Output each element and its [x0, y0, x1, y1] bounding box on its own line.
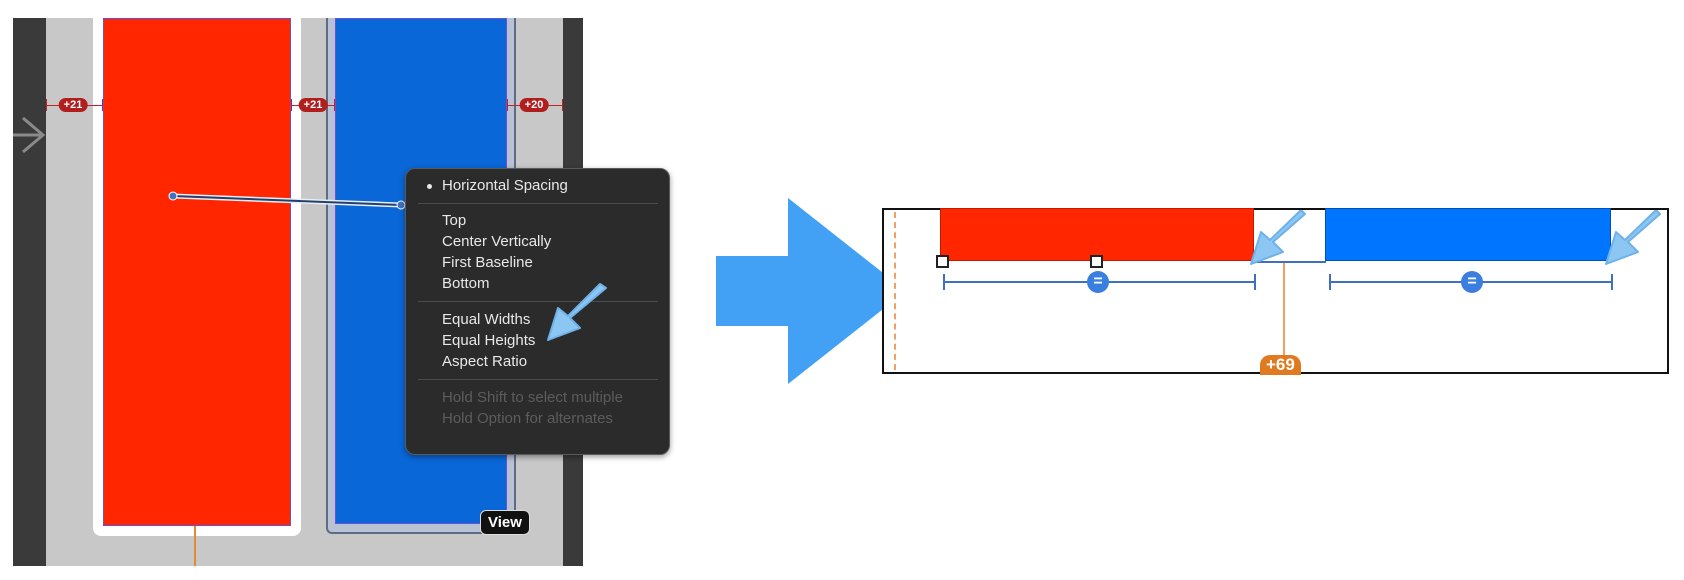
menu-separator	[418, 379, 658, 380]
constraint-tick	[507, 99, 508, 111]
ctrl-drag-connection	[168, 191, 406, 566]
constraint-badge-trailing[interactable]: +20	[519, 98, 549, 112]
dimension-cap	[943, 274, 945, 290]
constraint-tick	[562, 99, 563, 111]
menu-item-aspect-ratio[interactable]: Aspect Ratio	[442, 353, 528, 370]
equal-constraint-icon[interactable]: =	[1087, 271, 1109, 293]
annotation-arrow-icon	[1605, 210, 1661, 265]
dimension-cap	[1611, 274, 1613, 290]
view-label-tooltip: View	[480, 510, 530, 535]
leading-guide	[894, 212, 896, 370]
menu-item-bottom[interactable]: Bottom	[442, 275, 490, 292]
constraint-tick	[291, 99, 292, 111]
menu-item-horizontal-spacing[interactable]: Horizontal Spacing	[442, 177, 568, 194]
menu-item-first-baseline[interactable]: First Baseline	[442, 254, 533, 271]
constraint-tick	[334, 99, 335, 111]
selection-edge	[1254, 261, 1326, 263]
constraint-tick	[46, 99, 47, 111]
annotation-arrow-icon	[1250, 210, 1306, 265]
menu-item-equal-widths[interactable]: Equal Widths	[442, 311, 531, 328]
menu-item-top[interactable]: Top	[442, 212, 467, 229]
menu-hint-option: Hold Option for alternates	[442, 410, 613, 427]
equal-constraint-icon[interactable]: =	[1461, 271, 1483, 293]
menu-item-center-vertically[interactable]: Center Vertically	[442, 233, 552, 250]
preview-blue-view[interactable]	[1325, 208, 1611, 261]
constraint-context-menu: Horizontal Spacing Top Center Vertically…	[405, 168, 670, 455]
preview-red-view[interactable]	[940, 208, 1254, 261]
center-guide	[1283, 262, 1285, 358]
chevron-right-icon	[13, 116, 46, 154]
menu-separator	[418, 301, 658, 302]
left-scene-rail	[13, 18, 46, 566]
constraint-badge-leading[interactable]: +21	[58, 98, 88, 112]
menu-separator	[418, 203, 658, 204]
offset-badge: +69	[1260, 355, 1301, 375]
menu-hint-shift: Hold Shift to select multiple	[442, 389, 623, 406]
menu-item-equal-heights[interactable]: Equal Heights	[442, 332, 536, 349]
dimension-cap	[1254, 274, 1256, 290]
resize-handle[interactable]	[1090, 255, 1103, 268]
constraint-tick	[102, 99, 103, 111]
dimension-cap	[1329, 274, 1331, 290]
selected-check-icon	[427, 184, 432, 189]
annotation-arrow-icon	[547, 283, 607, 341]
constraint-badge-spacing[interactable]: +21	[298, 98, 328, 112]
big-right-arrow-icon	[716, 198, 906, 384]
red-view[interactable]	[103, 18, 291, 526]
resize-handle[interactable]	[936, 255, 949, 268]
